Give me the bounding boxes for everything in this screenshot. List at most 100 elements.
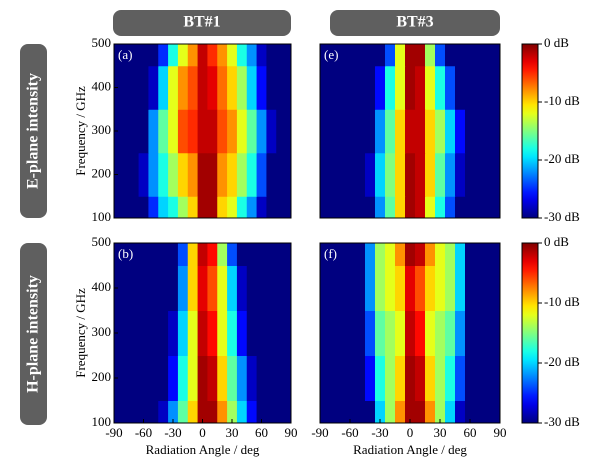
heatmap-cell — [128, 400, 140, 423]
heatmap-cell — [425, 400, 436, 423]
heatmap-cell — [415, 400, 426, 423]
heatmap-cell — [128, 152, 140, 197]
heatmap-cell — [158, 44, 169, 67]
heatmap-cell — [276, 265, 287, 311]
heatmap-cell — [177, 310, 189, 356]
heatmap-cell — [236, 355, 248, 401]
heatmap-cell — [435, 109, 446, 154]
heatmap-cell — [365, 355, 376, 401]
heatmap-cell — [365, 265, 376, 311]
y-tick-label: 400 — [92, 279, 112, 294]
x-tick-label: -90 — [105, 425, 122, 440]
heatmap-cell — [445, 65, 456, 110]
heatmap-cell — [375, 44, 386, 67]
heatmap-cell — [435, 196, 446, 218]
heatmap-cell — [217, 310, 228, 356]
heatmap-cell — [128, 265, 140, 311]
heatmap-cell — [207, 400, 218, 423]
heatmap-cell — [335, 196, 346, 218]
heatmap-cell — [415, 109, 426, 154]
heatmap-cell — [187, 65, 199, 110]
heatmap-cell — [158, 243, 169, 266]
heatmap-cell — [197, 243, 208, 266]
heatmap-cell — [266, 355, 277, 401]
heatmap-cell — [118, 265, 130, 311]
heatmap-cell — [138, 65, 149, 110]
heatmap-cell — [118, 355, 130, 401]
heatmap-cell — [276, 196, 287, 218]
heatmap-cell — [455, 152, 466, 197]
heatmap-cell — [485, 109, 496, 154]
heatmap-cell — [256, 355, 267, 401]
y-tick-label: 500 — [92, 234, 112, 249]
heatmap-cell — [475, 400, 486, 423]
heatmap-cell — [256, 109, 267, 154]
heatmap-cell — [355, 109, 366, 154]
heatmap-cell — [365, 65, 376, 110]
heatmap-cell — [445, 310, 456, 356]
x-tick-label: 30 — [226, 425, 239, 440]
column-header: BT#1 — [183, 14, 220, 31]
heatmap-cell — [266, 243, 277, 266]
heatmap-cell — [455, 65, 466, 110]
heatmap-cell — [256, 196, 267, 218]
heatmap-cell — [415, 310, 426, 356]
heatmap-cell — [148, 265, 159, 311]
plot-frame — [319, 43, 501, 219]
row-header: E-plane intensity — [25, 73, 42, 189]
heatmap-cell — [256, 44, 267, 67]
x-tick-label: 30 — [434, 425, 447, 440]
heatmap-cell — [435, 152, 446, 197]
heatmap-cell — [187, 400, 199, 423]
heatmap-cell — [385, 44, 396, 67]
heatmap-cell — [495, 196, 500, 218]
heatmap-cell — [405, 265, 416, 311]
x-tick-label: 60 — [464, 425, 477, 440]
heatmap-cell — [495, 355, 500, 401]
heatmap-cell — [246, 109, 258, 154]
heatmap-cell — [197, 400, 208, 423]
heatmap-cell — [266, 65, 277, 110]
heatmap-cell — [405, 44, 416, 67]
heatmap-cell — [475, 109, 486, 154]
heatmap-cell — [276, 400, 287, 423]
heatmap-cell — [465, 310, 476, 356]
heatmap-cell — [425, 65, 436, 110]
heatmap-cell — [495, 109, 500, 154]
row-header-box — [20, 243, 47, 425]
heatmap-cell — [395, 196, 406, 218]
heatmap-cell — [148, 196, 159, 218]
heatmap-cell — [495, 152, 500, 197]
heatmap-cell — [385, 109, 396, 154]
heatmap-cell — [485, 400, 496, 423]
heatmap-cell — [227, 44, 238, 67]
heatmap-cell — [246, 196, 258, 218]
heatmap-cell — [187, 109, 199, 154]
heatmap-cell — [385, 196, 396, 218]
heatmap-cell — [425, 152, 436, 197]
heatmap-cell — [236, 265, 248, 311]
colorbar-tick-label: -30 dB — [544, 414, 580, 429]
heatmap-cell — [375, 109, 386, 154]
heatmap-cell — [207, 65, 218, 110]
heatmap-cell — [475, 265, 486, 311]
heatmap-cell — [415, 196, 426, 218]
heatmap-cell — [187, 310, 199, 356]
heatmap-cell — [286, 265, 291, 311]
heatmap-cell — [325, 196, 336, 218]
heatmap-cell — [435, 400, 446, 423]
heatmap-cell — [465, 44, 476, 67]
heatmap-cell — [405, 109, 416, 154]
heatmap-cell — [495, 310, 500, 356]
heatmap-cell — [227, 109, 238, 154]
heatmap-cell — [395, 310, 406, 356]
heatmap-cell — [465, 196, 476, 218]
heatmap-cell — [485, 355, 496, 401]
heatmap-cell — [385, 400, 396, 423]
heatmap-cell — [197, 65, 208, 110]
heatmap-cell — [138, 44, 149, 67]
heatmap-cell — [335, 44, 346, 67]
heatmap-cell — [485, 65, 496, 110]
y-tick-label: 200 — [92, 369, 112, 384]
y-tick-label: 300 — [92, 122, 112, 137]
